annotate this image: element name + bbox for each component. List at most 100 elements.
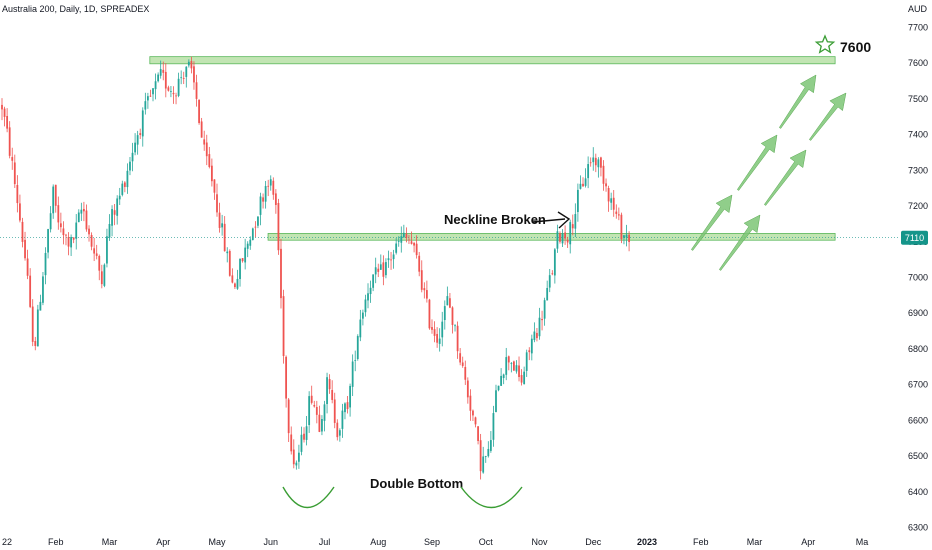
candle[interactable] — [533, 322, 536, 343]
candle[interactable] — [246, 241, 249, 258]
candle[interactable] — [364, 294, 367, 317]
candle[interactable] — [185, 66, 188, 88]
candle[interactable] — [361, 309, 364, 326]
candle[interactable] — [446, 286, 449, 306]
candle[interactable] — [454, 324, 456, 332]
candle[interactable] — [513, 360, 515, 371]
candle[interactable] — [582, 177, 584, 188]
candle[interactable] — [459, 348, 462, 366]
candle[interactable] — [6, 108, 9, 133]
candle[interactable] — [472, 409, 474, 421]
candle[interactable] — [600, 156, 602, 177]
candle[interactable] — [507, 355, 510, 371]
candle[interactable] — [326, 372, 328, 414]
candle[interactable] — [505, 347, 508, 381]
candle[interactable] — [564, 225, 566, 245]
candle[interactable] — [543, 297, 546, 326]
candle[interactable] — [39, 294, 42, 311]
candle[interactable] — [425, 280, 428, 303]
candle[interactable] — [262, 193, 264, 209]
candle[interactable] — [569, 219, 572, 254]
candle[interactable] — [382, 255, 385, 286]
candle[interactable] — [213, 179, 216, 200]
candle[interactable] — [587, 156, 590, 189]
candle[interactable] — [31, 299, 34, 347]
candle[interactable] — [59, 212, 62, 233]
candle[interactable] — [193, 61, 195, 90]
candle[interactable] — [8, 121, 11, 159]
candle[interactable] — [259, 192, 262, 226]
candle[interactable] — [556, 224, 559, 253]
candle[interactable] — [190, 56, 193, 74]
candle[interactable] — [226, 247, 229, 263]
candle[interactable] — [93, 237, 96, 262]
candle[interactable] — [385, 258, 387, 279]
candle[interactable] — [269, 175, 272, 191]
candle[interactable] — [592, 147, 595, 171]
candle[interactable] — [344, 402, 346, 420]
candle[interactable] — [456, 321, 459, 359]
candle[interactable] — [536, 328, 538, 342]
candle[interactable] — [305, 416, 308, 446]
candle[interactable] — [85, 204, 88, 232]
candle[interactable] — [423, 282, 426, 299]
candle[interactable] — [298, 444, 300, 469]
candle[interactable] — [474, 416, 477, 428]
candle[interactable] — [392, 249, 395, 269]
candle[interactable] — [198, 99, 200, 125]
candle[interactable] — [241, 257, 244, 263]
candle[interactable] — [551, 270, 554, 276]
candle[interactable] — [336, 419, 339, 441]
candle[interactable] — [379, 254, 382, 270]
candle[interactable] — [310, 385, 313, 405]
candle[interactable] — [597, 157, 600, 178]
candle[interactable] — [100, 264, 103, 289]
candle[interactable] — [431, 319, 433, 334]
candle[interactable] — [617, 207, 620, 221]
candle[interactable] — [346, 396, 349, 414]
candle[interactable] — [228, 249, 231, 277]
candle[interactable] — [420, 260, 423, 293]
candle[interactable] — [487, 441, 490, 458]
candle[interactable] — [208, 146, 211, 169]
candle[interactable] — [500, 368, 503, 386]
candle[interactable] — [221, 214, 224, 236]
candle[interactable] — [530, 334, 533, 361]
candle[interactable] — [623, 234, 625, 245]
candle[interactable] — [210, 158, 213, 187]
candle[interactable] — [482, 446, 485, 474]
candle[interactable] — [497, 385, 500, 392]
candle[interactable] — [461, 356, 464, 368]
candle[interactable] — [44, 247, 47, 285]
candle[interactable] — [443, 300, 446, 330]
candle[interactable] — [451, 306, 454, 334]
candle[interactable] — [559, 231, 561, 244]
candle[interactable] — [126, 163, 129, 194]
candle[interactable] — [146, 92, 149, 109]
candle[interactable] — [313, 400, 316, 408]
candle[interactable] — [244, 238, 247, 270]
candle[interactable] — [295, 460, 298, 470]
candle[interactable] — [249, 236, 252, 250]
candle[interactable] — [515, 360, 518, 374]
candle[interactable] — [377, 263, 380, 278]
candle[interactable] — [466, 377, 469, 404]
candle[interactable] — [57, 196, 60, 230]
candle[interactable] — [52, 184, 55, 219]
candle[interactable] — [338, 428, 341, 442]
candle[interactable] — [579, 175, 582, 190]
candle[interactable] — [433, 321, 436, 343]
candle[interactable] — [341, 403, 344, 438]
candle[interactable] — [354, 350, 357, 372]
candle[interactable] — [359, 309, 362, 342]
candle[interactable] — [26, 249, 29, 280]
candle[interactable] — [469, 389, 472, 421]
candle[interactable] — [159, 60, 162, 79]
candle[interactable] — [162, 61, 165, 81]
candle[interactable] — [95, 244, 98, 260]
candle[interactable] — [267, 179, 270, 197]
candle[interactable] — [449, 292, 451, 309]
candle[interactable] — [103, 263, 106, 288]
candle[interactable] — [251, 227, 254, 241]
